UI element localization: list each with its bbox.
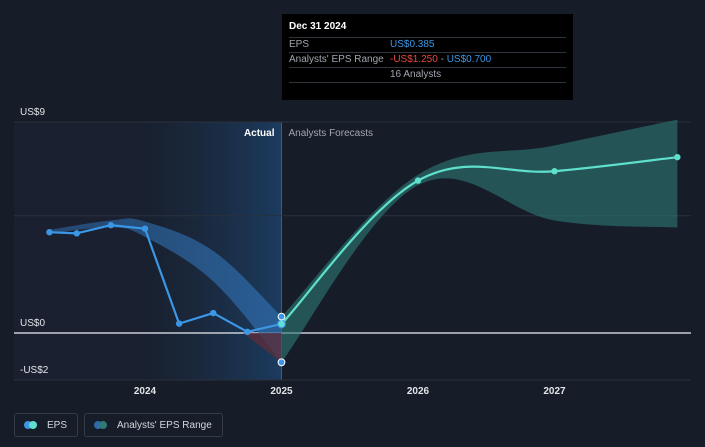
y-tick-label: US$0 <box>20 318 45 329</box>
x-tick-label: 2026 <box>407 386 430 397</box>
x-tick-label: 2027 <box>543 386 566 397</box>
range-band-forecast <box>281 119 678 363</box>
legend-eps-swatch <box>24 421 39 429</box>
tooltip-range-high: US$0.700 <box>446 54 492 65</box>
actual-region-label: Actual <box>244 128 275 139</box>
tooltip-eps-row: EPS US$0.385 <box>289 37 566 52</box>
data-point-forecast <box>551 168 558 175</box>
data-point-actual <box>107 221 115 229</box>
data-point-actual <box>73 230 80 237</box>
legend-range-dot-past <box>94 421 103 429</box>
data-point-actual <box>46 228 53 236</box>
range-endpoint <box>277 312 286 321</box>
tooltip-date: Dec 31 2024 <box>289 21 347 32</box>
range-endpoint <box>277 358 286 367</box>
legend: EPS Analysts' EPS Range <box>14 413 223 437</box>
tooltip-range-sep: - <box>437 54 447 65</box>
data-point-actual <box>141 225 149 232</box>
y-tick-label: -US$2 <box>20 365 49 376</box>
y-tick-label: US$9 <box>20 107 45 118</box>
tooltip-analysts-row: 16 Analysts <box>289 67 566 83</box>
legend-range-swatch <box>94 421 109 429</box>
tooltip-analysts: 16 Analysts <box>390 69 442 80</box>
tooltip-range-label: Analysts' EPS Range <box>289 54 384 65</box>
data-point-forecast <box>414 177 422 184</box>
forecast-region-label: Analysts Forecasts <box>289 128 373 139</box>
data-point-actual <box>210 309 217 317</box>
series-line-actual <box>49 224 282 333</box>
legend-eps[interactable]: EPS <box>14 413 79 437</box>
tooltip-eps-label: EPS <box>289 39 310 50</box>
x-tick-label: 2024 <box>134 386 157 397</box>
data-point-actual <box>175 320 183 327</box>
legend-range-dot-forecast <box>99 421 108 429</box>
data-point-actual <box>244 328 251 336</box>
tooltip-range-low: -US$1.250 <box>390 54 438 65</box>
range-band-negative <box>243 333 282 363</box>
legend-range-label: Analysts' EPS Range <box>117 419 212 431</box>
legend-eps-dot-actual <box>24 421 32 429</box>
x-tick-label: 2025 <box>270 386 293 397</box>
tooltip-eps-value: US$0.385 <box>390 39 435 50</box>
tooltip-range-row: Analysts' EPS Range -US$1.250 - US$0.700 <box>289 52 566 67</box>
past-region-shade <box>14 122 145 380</box>
legend-eps-label: EPS <box>47 419 68 431</box>
series-line-forecast <box>280 156 678 325</box>
legend-range[interactable]: Analysts' EPS Range <box>84 413 223 437</box>
data-point-forecast <box>674 153 681 161</box>
tooltip: Dec 31 2024 EPS US$0.385 Analysts' EPS R… <box>282 14 573 100</box>
tooltip-range-value: -US$1.250 - US$0.700 <box>390 53 491 67</box>
range-band-past <box>49 218 282 363</box>
data-point-forecast <box>278 320 285 328</box>
legend-eps-dot-forecast <box>29 421 37 429</box>
